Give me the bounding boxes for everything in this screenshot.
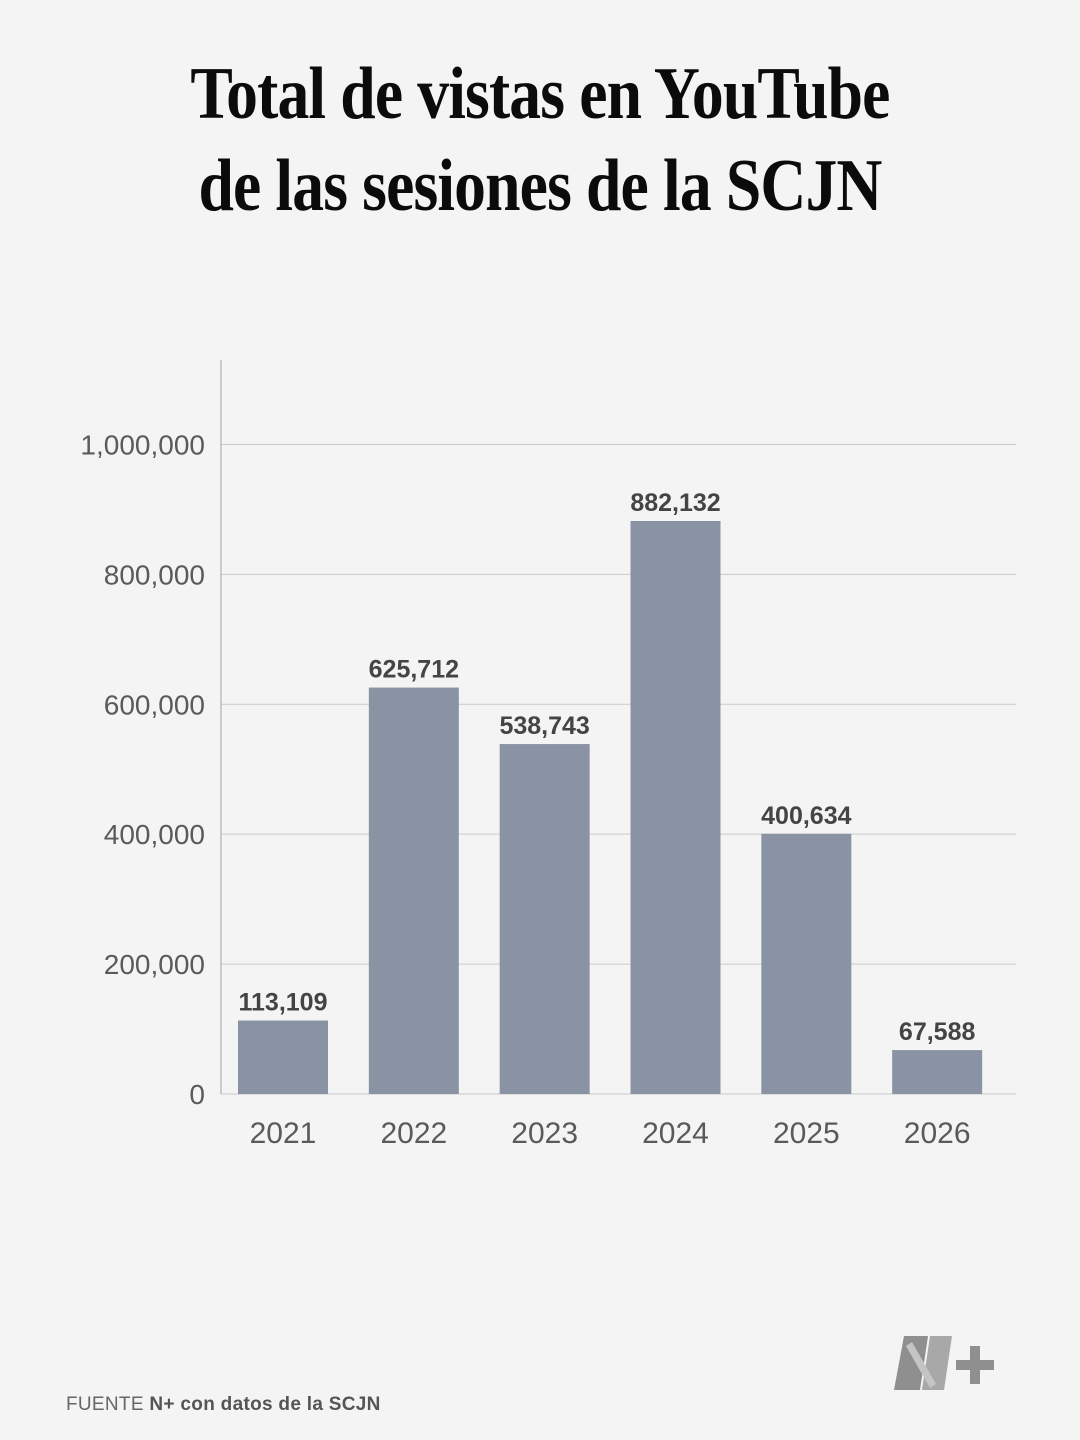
nplus-logo-icon xyxy=(894,1336,994,1390)
bar-2023 xyxy=(499,744,590,1094)
y-tick-label: 600,000 xyxy=(104,689,205,720)
x-tick-label: 2026 xyxy=(904,1117,971,1150)
chart-title-line-1: Total de vistas en YouTube xyxy=(190,53,890,135)
value-label: 538,743 xyxy=(499,712,589,740)
x-tick-label: 2023 xyxy=(511,1117,578,1150)
y-tick-label: 0 xyxy=(189,1079,205,1110)
x-axis-ticks: 2021 2022 2023 2024 2025 2026 xyxy=(250,1117,971,1150)
value-label: 400,634 xyxy=(761,802,851,830)
y-axis-ticks: 0 200,000 400,000 600,000 800,000 1,000,000 xyxy=(80,429,205,1110)
source-org: N+ xyxy=(149,1394,175,1415)
chart-title: Total de vistas en YouTube de las sesion… xyxy=(76,48,1005,232)
y-tick-label: 800,000 xyxy=(104,559,205,590)
value-label: 67,588 xyxy=(899,1018,976,1046)
grid-lines xyxy=(221,443,1016,1095)
x-tick-label: 2025 xyxy=(773,1117,840,1150)
x-tick-label: 2022 xyxy=(380,1117,447,1150)
value-labels: 113,109 625,712 538,743 882,132 400,634 67,58… xyxy=(239,489,976,1046)
value-label: 882,132 xyxy=(630,489,720,517)
bar-chart: 0 200,000 400,000 600,000 800,000 1,000,000 1… xyxy=(80,360,1016,1150)
source-note: FUENTE N+ con datos de la SCJN xyxy=(66,1394,381,1416)
bar-2025 xyxy=(761,833,852,1094)
source-prefix: FUENTE xyxy=(66,1394,144,1415)
bar-2021 xyxy=(238,1020,328,1094)
bar-2024 xyxy=(630,521,721,1094)
x-tick-label: 2021 xyxy=(250,1117,317,1150)
value-label: 625,712 xyxy=(369,656,459,684)
bar-2026 xyxy=(892,1050,983,1094)
x-tick-label: 2024 xyxy=(642,1117,709,1150)
value-label: 113,109 xyxy=(239,989,328,1017)
y-tick-label: 200,000 xyxy=(104,949,205,980)
y-tick-label: 400,000 xyxy=(104,819,205,850)
bar-2022 xyxy=(368,687,459,1094)
y-tick-label: 1,000,000 xyxy=(80,429,205,460)
bars xyxy=(238,521,983,1094)
chart-title-line-2: de las sesiones de la SCJN xyxy=(198,145,882,227)
source-text: con datos de la SCJN xyxy=(180,1394,381,1415)
